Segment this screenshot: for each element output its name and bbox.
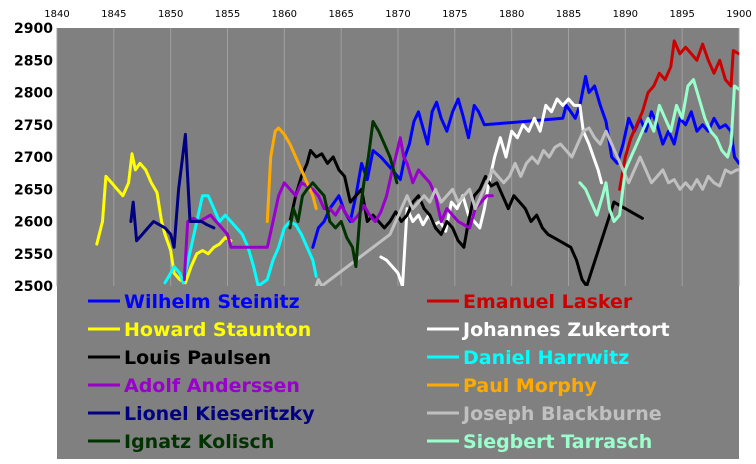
series-lines [95, 39, 739, 286]
x-axis: 1840 1845 1850 1855 1860 1865 1870 1875 1880 1885… [44, 9, 751, 20]
series-line [163, 194, 318, 286]
series-line [182, 136, 494, 282]
y-tick-label: 2750 [14, 118, 53, 134]
series-line [288, 149, 644, 286]
legend-entry: Wilhelm Steinitz [88, 291, 300, 313]
x-tick-label: 1845 [101, 9, 126, 20]
x-tick-label: 1855 [215, 9, 240, 20]
series-line [314, 126, 739, 286]
legend-entry: Paul Morphy [427, 375, 597, 397]
legend-entry: Louis Paulsen [88, 347, 271, 369]
x-tick-label: 1870 [385, 9, 410, 20]
legend-label: Daniel Harrwitz [463, 347, 629, 369]
legend-entry: Siegbert Tarrasch [427, 431, 652, 453]
legend-label: Louis Paulsen [124, 347, 271, 369]
series-line [578, 78, 739, 223]
legend-label: Johannes Zukertort [461, 319, 670, 341]
x-tick-label: 1865 [328, 9, 353, 20]
legend-entry: Daniel Harrwitz [427, 347, 629, 369]
x-tick-label: 1880 [499, 9, 524, 20]
x-tick-label: 1860 [272, 9, 297, 20]
x-tick-label: 1890 [613, 9, 638, 20]
x-tick-label: 1885 [556, 9, 581, 20]
legend-label: Adolf Anderssen [124, 375, 300, 397]
legend-label: Lionel Kieseritzky [124, 403, 315, 425]
series-line [95, 152, 233, 285]
y-tick-label: 2500 [14, 279, 53, 295]
series-line [311, 74, 739, 249]
x-tick-label: 1840 [44, 9, 69, 20]
series-line [129, 132, 216, 249]
legend-entry: Emanuel Lasker [427, 291, 633, 313]
legend-label: Siegbert Tarrasch [463, 431, 652, 453]
y-tick-label: 2600 [14, 215, 53, 231]
x-tick-label: 1850 [158, 9, 183, 20]
legend-entry: Adolf Anderssen [88, 375, 300, 397]
y-tick-label: 2700 [14, 150, 53, 166]
legend-entry: Lionel Kieseritzky [88, 403, 315, 425]
legend-entry: Howard Staunton [88, 319, 311, 341]
legend-label: Joseph Blackburne [461, 403, 662, 425]
y-axis: 2500 2550 2600 2650 2700 2750 2800 2850 2900 [14, 21, 53, 295]
series-line [288, 120, 399, 269]
x-tick-label: 1900 [726, 9, 751, 20]
legend-label: Paul Morphy [463, 375, 597, 397]
y-tick-label: 2850 [14, 53, 53, 69]
legend-label: Wilhelm Steinitz [124, 291, 300, 313]
legend-entry: Johannes Zukertort [427, 319, 670, 341]
legend-label: Emanuel Lasker [463, 291, 633, 313]
legend: Wilhelm Steinitz Emanuel Lasker Howard Sta… [88, 291, 670, 453]
legend-label: Howard Staunton [124, 319, 311, 341]
y-tick-label: 2550 [14, 247, 53, 263]
series-line [618, 39, 739, 191]
x-tick-label: 1875 [442, 9, 467, 20]
legend-label: Ignatz Kolisch [124, 431, 274, 453]
legend-entry: Joseph Blackburne [427, 403, 662, 425]
y-tick-label: 2650 [14, 182, 53, 198]
y-tick-label: 2900 [14, 21, 53, 37]
x-tick-label: 1895 [669, 9, 694, 20]
legend-entry: Ignatz Kolisch [88, 431, 274, 453]
y-tick-label: 2800 [14, 86, 53, 102]
